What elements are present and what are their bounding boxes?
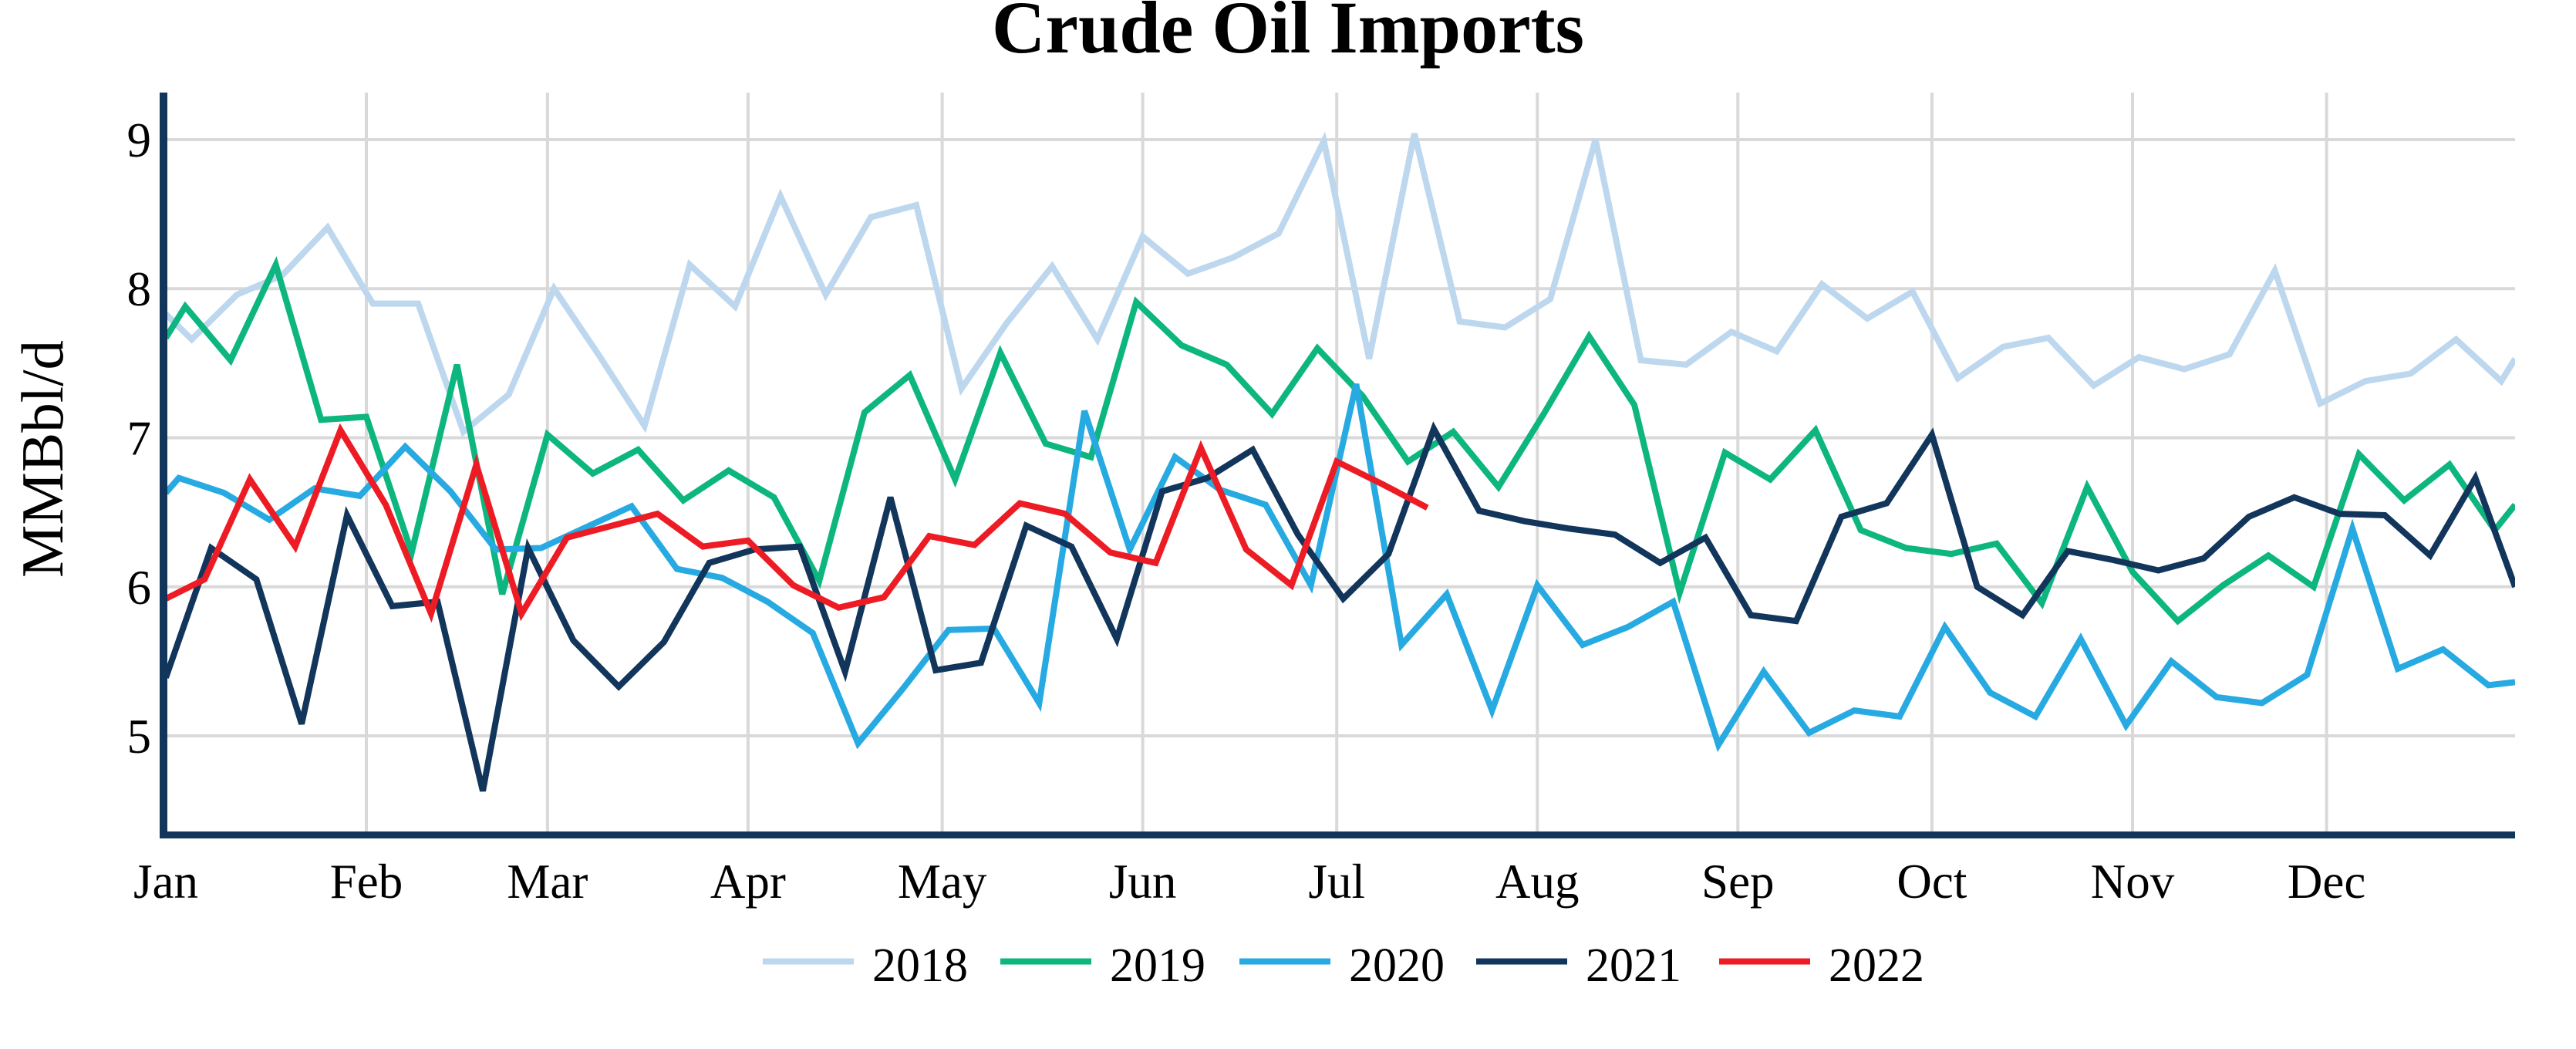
svg-text:6: 6: [127, 561, 152, 615]
svg-text:Jul: Jul: [1308, 855, 1365, 909]
svg-text:MMBbl/d: MMBbl/d: [9, 340, 76, 578]
svg-text:May: May: [898, 855, 987, 909]
svg-text:Nov: Nov: [2091, 855, 2175, 909]
svg-text:2019: 2019: [1110, 939, 1205, 992]
svg-text:Apr: Apr: [710, 855, 786, 909]
svg-text:Jan: Jan: [133, 855, 198, 909]
svg-text:5: 5: [127, 710, 152, 764]
svg-text:2020: 2020: [1349, 939, 1445, 992]
svg-text:Sep: Sep: [1701, 855, 1775, 909]
svg-text:Aug: Aug: [1495, 855, 1580, 909]
svg-text:7: 7: [127, 412, 152, 466]
svg-text:Oct: Oct: [1897, 855, 1967, 909]
svg-text:8: 8: [127, 262, 152, 316]
svg-text:2018: 2018: [872, 939, 968, 992]
svg-text:2021: 2021: [1586, 939, 1681, 992]
svg-text:9: 9: [127, 113, 152, 167]
svg-text:Crude Oil Imports: Crude Oil Imports: [992, 0, 1584, 69]
svg-text:Dec: Dec: [2288, 855, 2365, 909]
svg-text:Mar: Mar: [507, 855, 588, 909]
svg-text:Jun: Jun: [1109, 855, 1177, 909]
svg-text:2022: 2022: [1829, 939, 1924, 992]
svg-text:Feb: Feb: [330, 855, 403, 909]
